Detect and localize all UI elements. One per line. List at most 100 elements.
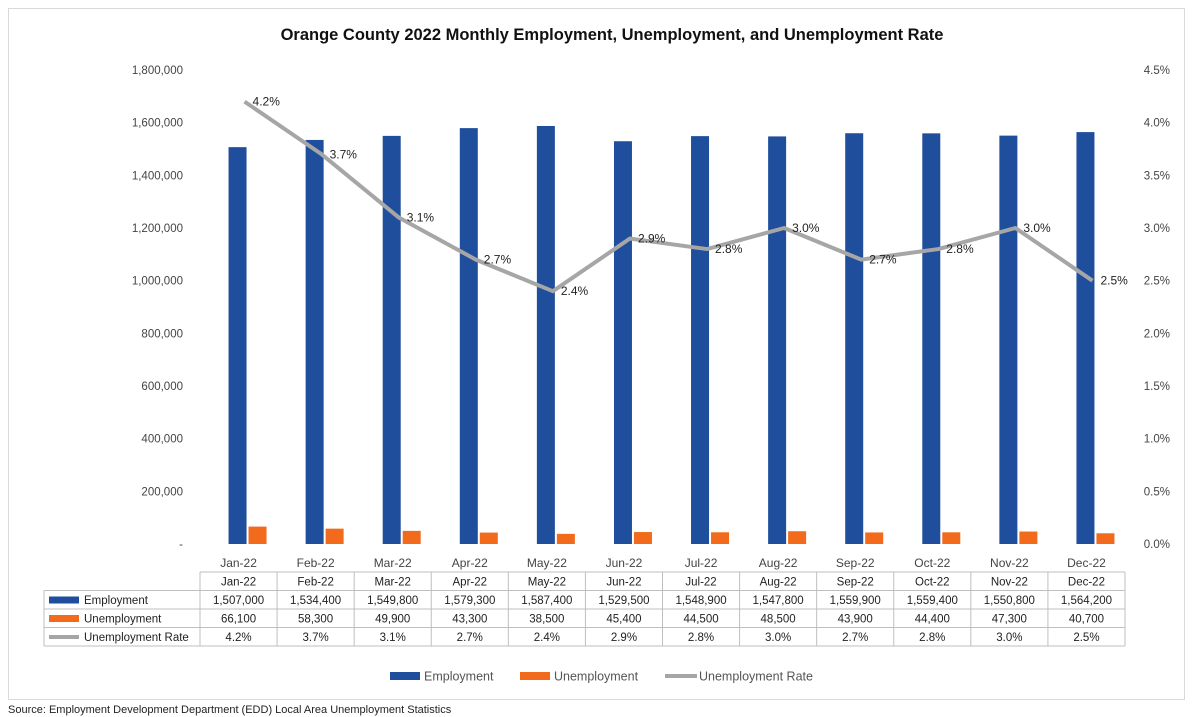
unemployment-bar [711,532,730,544]
table-cell: 44,500 [683,614,718,626]
category-label: Apr-22 [452,556,488,570]
unemployment-bar [556,533,575,544]
employment-bar [305,139,324,544]
left-tick-label: 800,000 [141,328,183,340]
table-row-label: Unemployment Rate [84,632,189,644]
category-label: Dec-22 [1067,556,1106,570]
rate-data-label: 2.7% [869,253,897,267]
right-tick-label: 0.0% [1144,539,1170,551]
category-label: Nov-22 [990,556,1029,570]
rate-data-label: 2.8% [715,242,743,256]
unemployment-bar [865,532,884,544]
table-cell: 2.8% [919,632,945,644]
unemployment-rate-line [243,99,1094,294]
chart-title: Orange County 2022 Monthly Employment, U… [281,26,944,44]
table-cell: 3.0% [996,632,1022,644]
table-header-cell: Jul-22 [685,577,716,589]
category-label: Oct-22 [914,556,950,570]
legend-label: Unemployment [554,670,639,684]
right-tick-label: 3.0% [1144,223,1170,235]
table-cell: 3.0% [765,632,791,644]
table-cell: 2.9% [611,632,637,644]
category-label: Jul-22 [685,556,718,570]
rate-data-label: 3.7% [330,147,358,161]
rate-data-label: 2.5% [1100,274,1128,288]
unemployment-bar [402,530,421,544]
employment-bar [613,141,632,544]
rate-data-label: 2.8% [946,242,974,256]
table-header-cell: Feb-22 [297,577,333,589]
unemployment-bar [788,531,807,544]
legend-label: Unemployment Rate [699,670,813,684]
rate-data-label: 2.7% [484,253,512,267]
category-label: Sep-22 [836,556,875,570]
table-cell: 2.4% [534,632,560,644]
table-cell: 48,500 [761,614,796,626]
chart-frame [8,8,1185,700]
right-tick-label: 1.5% [1144,381,1170,393]
table-cell: 40,700 [1069,614,1104,626]
table-cell: 1,529,500 [598,595,649,607]
unemployment-bar [248,526,267,544]
table-cell: 2.5% [1073,632,1099,644]
table-cell: 1,549,800 [367,595,418,607]
table-cell: 49,900 [375,614,410,626]
table-cell: 47,300 [992,614,1027,626]
table-cell: 58,300 [298,614,333,626]
unemployment-bar [1096,533,1115,544]
rate-data-label: 2.9% [638,232,666,246]
table-cell: 3.1% [380,632,406,644]
table-cell: 1,548,900 [675,595,726,607]
source-note: Source: Employment Development Departmen… [8,704,452,716]
left-tick-label: 1,400,000 [132,170,183,182]
left-tick-label: 200,000 [141,486,183,498]
unemployment-bar [479,532,498,544]
table-cell: 1,559,400 [907,595,958,607]
rate-data-label: 3.0% [792,221,820,235]
right-tick-label: 2.0% [1144,328,1170,340]
table-header-cell: Oct-22 [915,577,950,589]
table-cell: 4.2% [225,632,251,644]
employment-bar [768,136,787,545]
table-cell: 1,547,800 [753,595,804,607]
table-legend-key [49,615,79,622]
category-label: Mar-22 [374,556,412,570]
left-tick-label: 400,000 [141,434,183,446]
employment-bar [459,128,478,544]
table-header-cell: Nov-22 [991,577,1028,589]
table-cell: 43,900 [838,614,873,626]
right-tick-label: 4.0% [1144,118,1170,130]
table-header-cell: Aug-22 [760,577,797,589]
rate-line-series: 4.2% 3.7% 3.1% 2.7% 2.4% 2.9% 2.8% 3.0% 2.7% 2.8%… [243,95,1128,298]
right-tick-label: 2.5% [1144,276,1170,288]
table-cell: 1,559,900 [830,595,881,607]
right-tick-label: 0.5% [1144,486,1170,498]
table-cell: 1,564,200 [1061,595,1112,607]
left-axis-ticks: - 200,000 400,000 600,000 800,000 1,000,000 1,… [132,65,183,551]
employment-bar [999,135,1018,544]
left-tick-label: 1,200,000 [132,223,183,235]
employment-bar [845,133,864,545]
right-tick-label: 1.0% [1144,434,1170,446]
table-cell: 66,100 [221,614,256,626]
table-cell: 43,300 [452,614,487,626]
right-tick-label: 3.5% [1144,170,1170,182]
table-header-cell: Apr-22 [453,577,488,589]
category-label: Aug-22 [759,556,798,570]
legend-key [390,672,420,680]
right-axis-ticks: 0.0% 0.5% 1.0% 1.5% 2.0% 2.5% 3.0% 3.5% 4.0% 4.5% [1144,65,1170,551]
unemployment-bar [1019,531,1038,544]
category-label: May-22 [527,556,567,570]
rate-data-label: 3.1% [407,210,435,224]
left-tick-label: 1,800,000 [132,65,183,77]
table-cell: 1,507,000 [213,595,264,607]
legend-label: Employment [424,670,494,684]
table-cell: 2.7% [842,632,868,644]
unemployment-bar [942,532,961,544]
category-label: Jan-22 [220,556,257,570]
table-cell: 44,400 [915,614,950,626]
employment-bar [1076,132,1095,544]
table-cell: 1,587,400 [521,595,572,607]
right-tick-label: 4.5% [1144,65,1170,77]
